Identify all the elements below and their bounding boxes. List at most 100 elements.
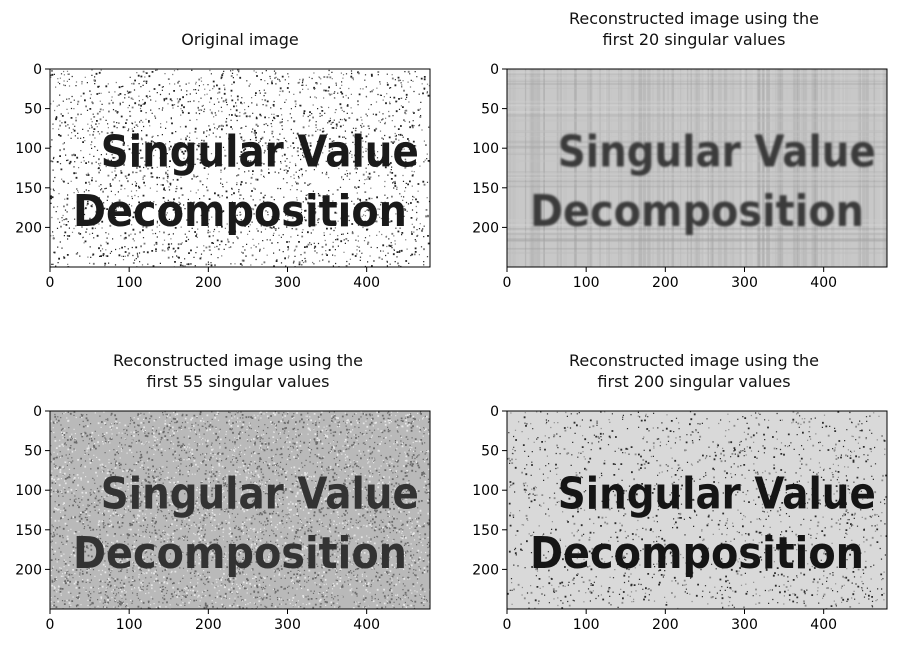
- texture-band: [507, 71, 887, 74]
- texture-band: [638, 69, 643, 267]
- texture-band: [790, 69, 794, 267]
- texture-band: [530, 69, 533, 267]
- panel-title-original: Original image: [90, 29, 390, 50]
- texture-band: [754, 69, 757, 267]
- image-background: [507, 69, 887, 267]
- texture-band: [507, 231, 887, 233]
- texture-band: [813, 69, 816, 267]
- x-tick-label: 100: [116, 617, 143, 633]
- axes-frame: [506, 68, 888, 268]
- texture-band: [507, 185, 887, 188]
- texture-band: [880, 69, 883, 267]
- texture-band: [605, 69, 609, 267]
- y-tick-label: 0: [33, 404, 42, 420]
- texture-band: [675, 69, 678, 267]
- texture-band: [801, 69, 805, 267]
- image-area: Singular Value Decomposition: [50, 411, 430, 609]
- texture-band: [885, 69, 887, 267]
- texture-band: [777, 69, 781, 267]
- texture-band: [507, 232, 887, 236]
- texture-band: [723, 69, 728, 267]
- texture-band: [795, 69, 797, 267]
- texture-band: [694, 69, 697, 267]
- axes-frame: [49, 68, 431, 268]
- texture-band: [507, 171, 887, 174]
- y-tick-label: 50: [24, 444, 42, 460]
- texture-band: [605, 69, 608, 267]
- panel-title-line: Reconstructed image using the: [569, 351, 819, 370]
- chart-panel-0: Singular Value Decomposition 0 100 200 300 400…: [15, 62, 431, 291]
- texture-band: [748, 69, 750, 267]
- texture-band: [507, 145, 887, 149]
- x-tick-label: 400: [353, 617, 380, 633]
- x-tick-label: 300: [731, 617, 758, 633]
- texture-band: [667, 69, 669, 267]
- y-tick-label: 100: [15, 483, 42, 499]
- texture-band: [587, 69, 591, 267]
- x-tick-label: 400: [810, 617, 837, 633]
- y-tick-label: 200: [472, 562, 499, 578]
- panel-title-line: first 55 singular values: [146, 372, 330, 391]
- texture-band: [802, 69, 807, 267]
- texture-band: [676, 69, 678, 267]
- texture-band: [713, 69, 717, 267]
- texture-band: [664, 69, 666, 267]
- chart-panel-3: Singular Value Decomposition 0 100 200 300 400…: [472, 404, 888, 633]
- texture-band: [739, 69, 742, 267]
- texture-band: [529, 69, 532, 267]
- texture-band: [743, 69, 747, 267]
- texture-band: [592, 69, 596, 267]
- y-tick-label: 100: [15, 141, 42, 157]
- texture-band: [507, 177, 887, 181]
- y-tick-label: 50: [481, 444, 499, 460]
- y-tick-label: 200: [15, 562, 42, 578]
- x-tick-label: 0: [46, 617, 55, 633]
- texture-band: [763, 69, 765, 267]
- axes-frame: [49, 410, 431, 610]
- texture-band: [507, 174, 887, 178]
- texture-band: [745, 69, 748, 267]
- texture-band: [732, 69, 734, 267]
- y-tick-label: 50: [24, 102, 42, 118]
- texture-band: [749, 69, 753, 267]
- texture-band: [558, 69, 561, 267]
- y-tick-label: 0: [490, 62, 499, 78]
- texture-band: [507, 87, 887, 89]
- texture-band: [680, 69, 682, 267]
- x-tick-label: 400: [353, 275, 380, 291]
- texture-band: [610, 69, 612, 267]
- texture-band: [507, 119, 887, 122]
- texture-band: [796, 69, 799, 267]
- texture-band: [842, 69, 846, 267]
- texture-band: [507, 104, 887, 107]
- x-tick-label: 0: [503, 617, 512, 633]
- texture-band: [856, 69, 860, 267]
- panel-title-line: Reconstructed image using the: [113, 351, 363, 370]
- y-tick-label: 0: [490, 404, 499, 420]
- x-tick-label: 200: [195, 275, 222, 291]
- texture-band: [792, 69, 795, 267]
- texture-band: [507, 77, 887, 79]
- y-tick-label: 50: [481, 102, 499, 118]
- image-text-line: Singular Value: [558, 127, 876, 178]
- texture-band: [857, 69, 862, 267]
- texture-band: [559, 69, 562, 267]
- texture-band: [866, 69, 869, 267]
- texture-band: [507, 130, 887, 134]
- texture-band: [507, 152, 887, 155]
- texture-band: [695, 69, 698, 267]
- texture-band: [507, 180, 887, 183]
- texture-band: [662, 69, 664, 267]
- image-area: Singular Value Decomposition: [50, 69, 430, 267]
- texture-band: [824, 69, 828, 267]
- texture-band: [507, 114, 887, 117]
- texture-band: [758, 69, 761, 267]
- texture-band: [599, 69, 601, 267]
- x-tick-label: 0: [503, 275, 512, 291]
- texture-band: [633, 69, 635, 267]
- texture-band: [841, 69, 846, 267]
- texture-band: [703, 69, 705, 267]
- x-tick-label: 100: [573, 275, 600, 291]
- image-text-line: Singular Value: [101, 127, 419, 178]
- texture-band: [671, 69, 675, 267]
